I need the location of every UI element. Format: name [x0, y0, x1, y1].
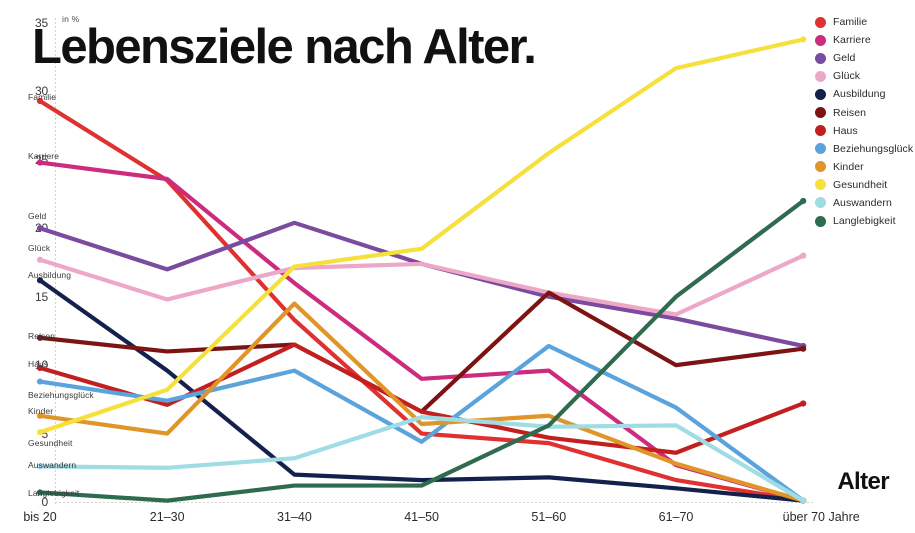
series-endpoint	[800, 36, 807, 43]
series-endpoint	[36, 159, 44, 166]
legend-item[interactable]: Glück	[815, 67, 913, 85]
legend-color-dot	[815, 107, 826, 119]
series-endpoint	[36, 225, 44, 232]
series-inline-label: Haus	[28, 359, 49, 369]
page-title: Lebensziele nach Alter.	[32, 20, 537, 74]
series-line	[37, 220, 806, 349]
legend-item[interactable]: Geld	[815, 49, 913, 67]
x-axis-tick-label: 21–30	[149, 510, 185, 524]
legend-item-label: Kinder	[833, 160, 864, 173]
series-endpoint	[36, 364, 44, 371]
series-endpoint	[36, 378, 44, 385]
series-inline-label: Kinder	[28, 406, 54, 416]
legend-item[interactable]: Kinder	[815, 158, 913, 176]
series-inline-label: Familie	[28, 92, 57, 102]
legend-item-label: Reisen	[833, 106, 866, 119]
series-endpoint	[800, 345, 807, 352]
legend-item[interactable]: Karriere	[815, 31, 913, 49]
legend-color-dot	[815, 52, 826, 64]
series-endpoint	[36, 489, 44, 496]
x-axis-tick-label: 51–60	[531, 510, 567, 524]
series-inline-label: Reisen	[28, 331, 56, 341]
y-axis-tick-label: 5	[41, 426, 49, 441]
series-inline-label: Glück	[28, 243, 51, 253]
series-endpoint	[36, 256, 44, 263]
legend-item-label: Langlebigkeit	[833, 215, 896, 228]
series-endpoint	[36, 429, 44, 436]
series-line	[37, 198, 806, 503]
series-endpoint	[36, 334, 44, 341]
y-axis-tick-label: 15	[35, 289, 48, 304]
x-axis-tick-label: 61–70	[658, 510, 694, 524]
legend-item[interactable]: Ausbildung	[815, 85, 913, 103]
x-axis-tick-label: 41–50	[404, 510, 439, 524]
legend-item[interactable]: Gesundheit	[815, 176, 913, 194]
series-inline-label: Langlebigkeit	[28, 488, 80, 498]
series-endpoint	[800, 197, 807, 205]
series-endpoint	[800, 400, 807, 407]
legend-item[interactable]: Beziehungsglück	[815, 140, 913, 158]
legend-color-dot	[815, 34, 826, 46]
series-endpoint	[36, 463, 44, 470]
series-endpoint	[36, 277, 44, 284]
series-inline-label: Geld	[28, 211, 47, 221]
x-axis-title: Alter	[837, 468, 889, 495]
legend-color-dot	[815, 161, 826, 173]
legend-item-label: Glück	[833, 70, 861, 83]
legend-item-label: Beziehungsglück	[833, 142, 914, 155]
series-line	[37, 301, 806, 503]
series-endpoint	[800, 497, 807, 504]
series-inline-label: Gesundheit	[28, 438, 73, 448]
legend-item-label: Auswandern	[833, 196, 892, 209]
x-axis-tick-label: über 70 Jahre	[782, 510, 860, 524]
legend-item-label: Haus	[833, 124, 858, 137]
series-inline-label: Auswandern	[28, 460, 77, 470]
legend-color-dot	[815, 215, 826, 227]
legend-item-label: Familie	[833, 16, 868, 29]
series-endpoint	[36, 97, 44, 105]
legend-item[interactable]: Reisen	[815, 103, 913, 121]
legend-color-dot	[815, 197, 826, 209]
legend: Familie Karriere Geld Glück Ausbildung Reisen…	[815, 13, 913, 230]
legend-item-label: Karriere	[833, 34, 871, 47]
series-inline-label: Karriere	[28, 151, 60, 161]
legend-color-dot	[815, 70, 826, 82]
series-line	[37, 415, 806, 503]
series-inline-label: Ausbildung	[28, 270, 72, 280]
legend-color-dot	[815, 125, 826, 137]
legend-item[interactable]: Familie	[815, 13, 913, 31]
series-line	[37, 37, 806, 435]
series-endpoint	[800, 252, 807, 259]
legend-item[interactable]: Haus	[815, 122, 913, 140]
series-line	[37, 253, 806, 317]
y-axis-line	[55, 18, 56, 505]
legend-item[interactable]: Langlebigkeit	[815, 212, 913, 230]
x-axis-tick-label: bis 20	[23, 510, 57, 524]
y-axis-unit-label: in %	[62, 14, 80, 24]
y-axis-tick-label: 0	[41, 495, 49, 509]
legend-item[interactable]: Auswandern	[815, 194, 913, 212]
legend-color-dot	[815, 179, 826, 191]
series-line	[37, 278, 806, 503]
legend-color-dot	[815, 88, 826, 100]
legend-item-label: Gesundheit	[833, 178, 888, 191]
x-axis-tick-label: 31–40	[277, 510, 312, 524]
series-line	[37, 342, 806, 455]
legend-item-label: Ausbildung	[833, 88, 886, 101]
x-axis-line	[55, 502, 813, 503]
y-axis-tick-label: 35	[35, 16, 48, 30]
legend-color-dot	[815, 16, 826, 28]
y-axis-tick-label: 30	[35, 84, 48, 99]
series-line	[37, 343, 806, 503]
legend-item-label: Geld	[833, 52, 856, 65]
legend-color-dot	[815, 143, 826, 155]
series-endpoint	[36, 412, 44, 419]
series-inline-label: Beziehungsglück	[28, 390, 94, 400]
